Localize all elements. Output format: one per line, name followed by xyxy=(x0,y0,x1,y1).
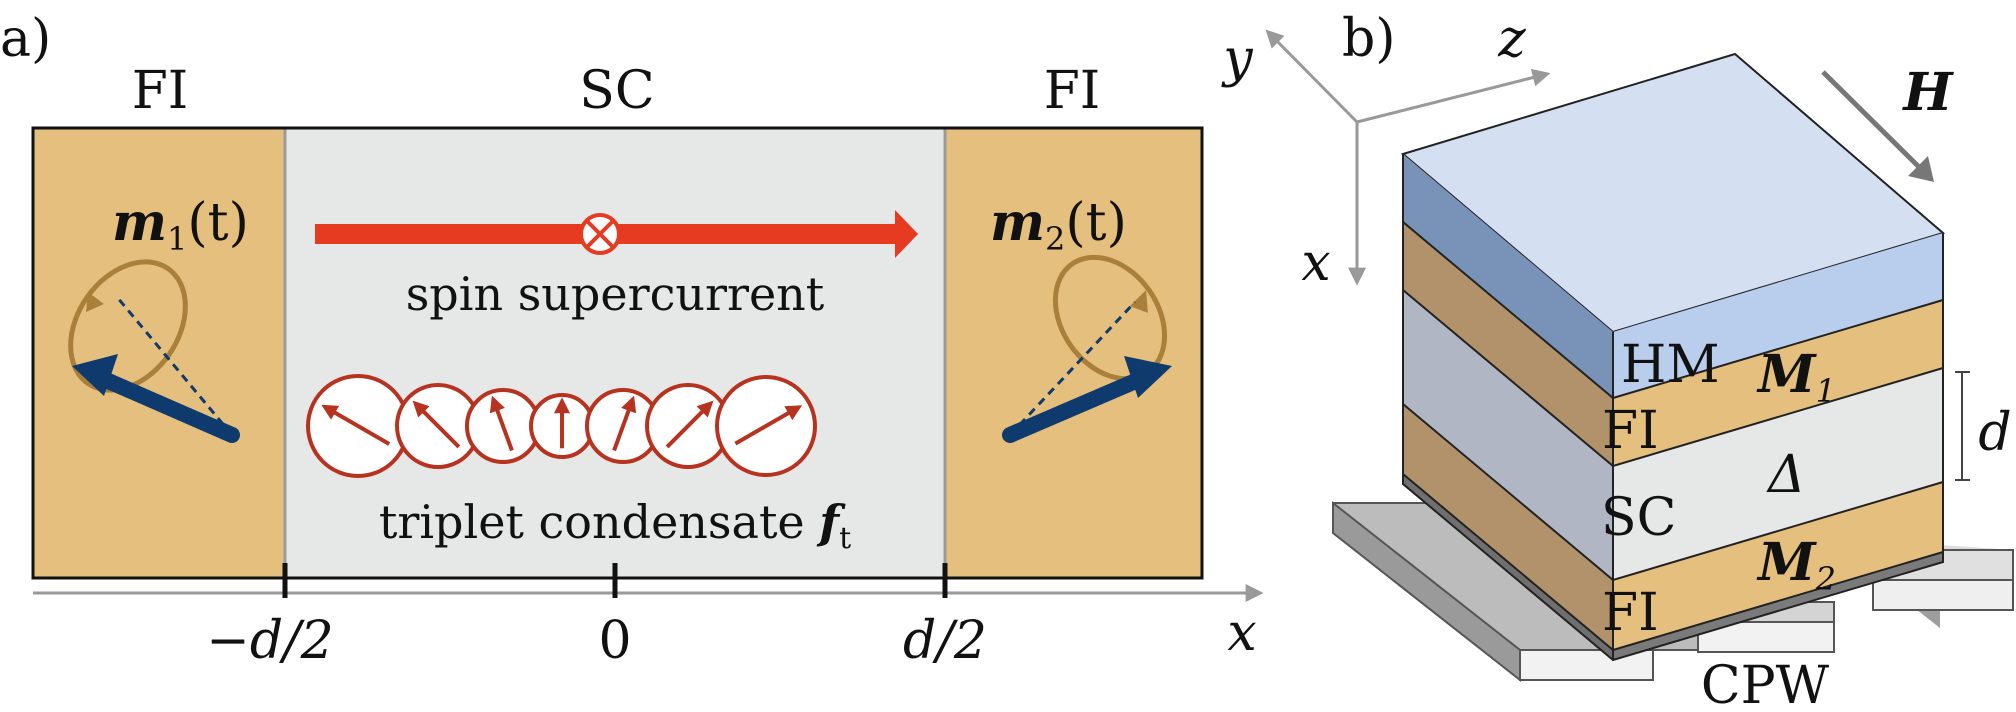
substrate-label: CPW xyxy=(1701,656,1830,712)
thickness-label: d xyxy=(1978,403,2011,463)
axis-label-z: z xyxy=(1497,9,1526,69)
precession-arrowhead-left xyxy=(86,292,104,312)
condensate-caption: triplet condensate ft xyxy=(379,495,851,556)
tick-label-minus-d2: −d/2 xyxy=(206,611,333,671)
spin-current-arrow xyxy=(315,210,918,258)
region-label-fi-left: FI xyxy=(132,61,189,121)
spin-current-caption: spin supercurrent xyxy=(406,267,825,321)
tick-label-zero: 0 xyxy=(598,611,631,671)
fi1-left-face xyxy=(1403,222,1613,466)
moment-arrowhead-right xyxy=(1124,356,1172,398)
fi-left-region xyxy=(33,128,285,578)
fi2-front-face xyxy=(1613,482,1943,650)
m2-layer-label: M2 xyxy=(1756,532,1836,598)
tick-label-plus-d2: d/2 xyxy=(903,611,987,671)
fi1-front-face xyxy=(1613,300,1943,466)
precession-right xyxy=(1002,254,1172,443)
fi2-left-face xyxy=(1403,404,1613,650)
panel-b-label: b) xyxy=(1342,9,1396,69)
field-arrowhead xyxy=(1908,156,1934,182)
m1-layer-label: M1 xyxy=(1756,344,1836,410)
moment-arrow-left xyxy=(98,372,240,443)
axis-label-x: x xyxy=(1301,233,1330,293)
hm-left-face xyxy=(1403,154,1613,398)
spin-arrow xyxy=(734,405,803,446)
layer-label-fi-bottom: FI xyxy=(1602,583,1659,643)
thickness-bracket xyxy=(1955,371,1970,481)
spin-arrow xyxy=(612,395,637,452)
m2-label: m2(t) xyxy=(990,192,1127,258)
panel-b: b) y z x H CPW xyxy=(1221,9,2015,712)
m1-label: m1(t) xyxy=(112,192,249,258)
field-arrow xyxy=(1821,70,1922,170)
layer-label-fi-top: FI xyxy=(1602,401,1659,461)
moment-axis-left xyxy=(115,296,234,436)
panel-a: a) FI SC FI m1(t) m2(t) xyxy=(0,9,1264,671)
panel-a-label: a) xyxy=(0,9,51,69)
triplet-spins xyxy=(306,374,817,478)
field-label: H xyxy=(1901,62,1954,123)
delta-label: Δ xyxy=(1766,445,1806,505)
layer-label-hm: HM xyxy=(1621,335,1720,395)
precession-left xyxy=(68,259,240,443)
coordinate-axes: y z x xyxy=(1221,9,1551,293)
sc-region xyxy=(285,128,945,578)
precession-arrowhead-right xyxy=(1130,290,1148,313)
spin-arrow xyxy=(321,404,391,446)
moment-arrowhead-left xyxy=(72,354,118,396)
moment-arrow-right xyxy=(1002,372,1146,443)
precession-cone-left xyxy=(68,259,188,393)
region-label-sc: SC xyxy=(579,61,654,121)
region-label-fi-right: FI xyxy=(1044,61,1101,121)
x-axis-label: x xyxy=(1227,603,1256,663)
moment-axis-right xyxy=(1008,300,1137,437)
hm-front-face xyxy=(1613,233,1943,398)
sc-left-face xyxy=(1403,290,1613,580)
sc-front-face xyxy=(1613,368,1943,580)
spin-arrow xyxy=(665,400,714,449)
axis-label-y: y xyxy=(1221,29,1253,89)
spin-arrow xyxy=(412,400,461,449)
layer-label-sc: SC xyxy=(1601,488,1676,548)
spin-arrow xyxy=(489,395,514,452)
